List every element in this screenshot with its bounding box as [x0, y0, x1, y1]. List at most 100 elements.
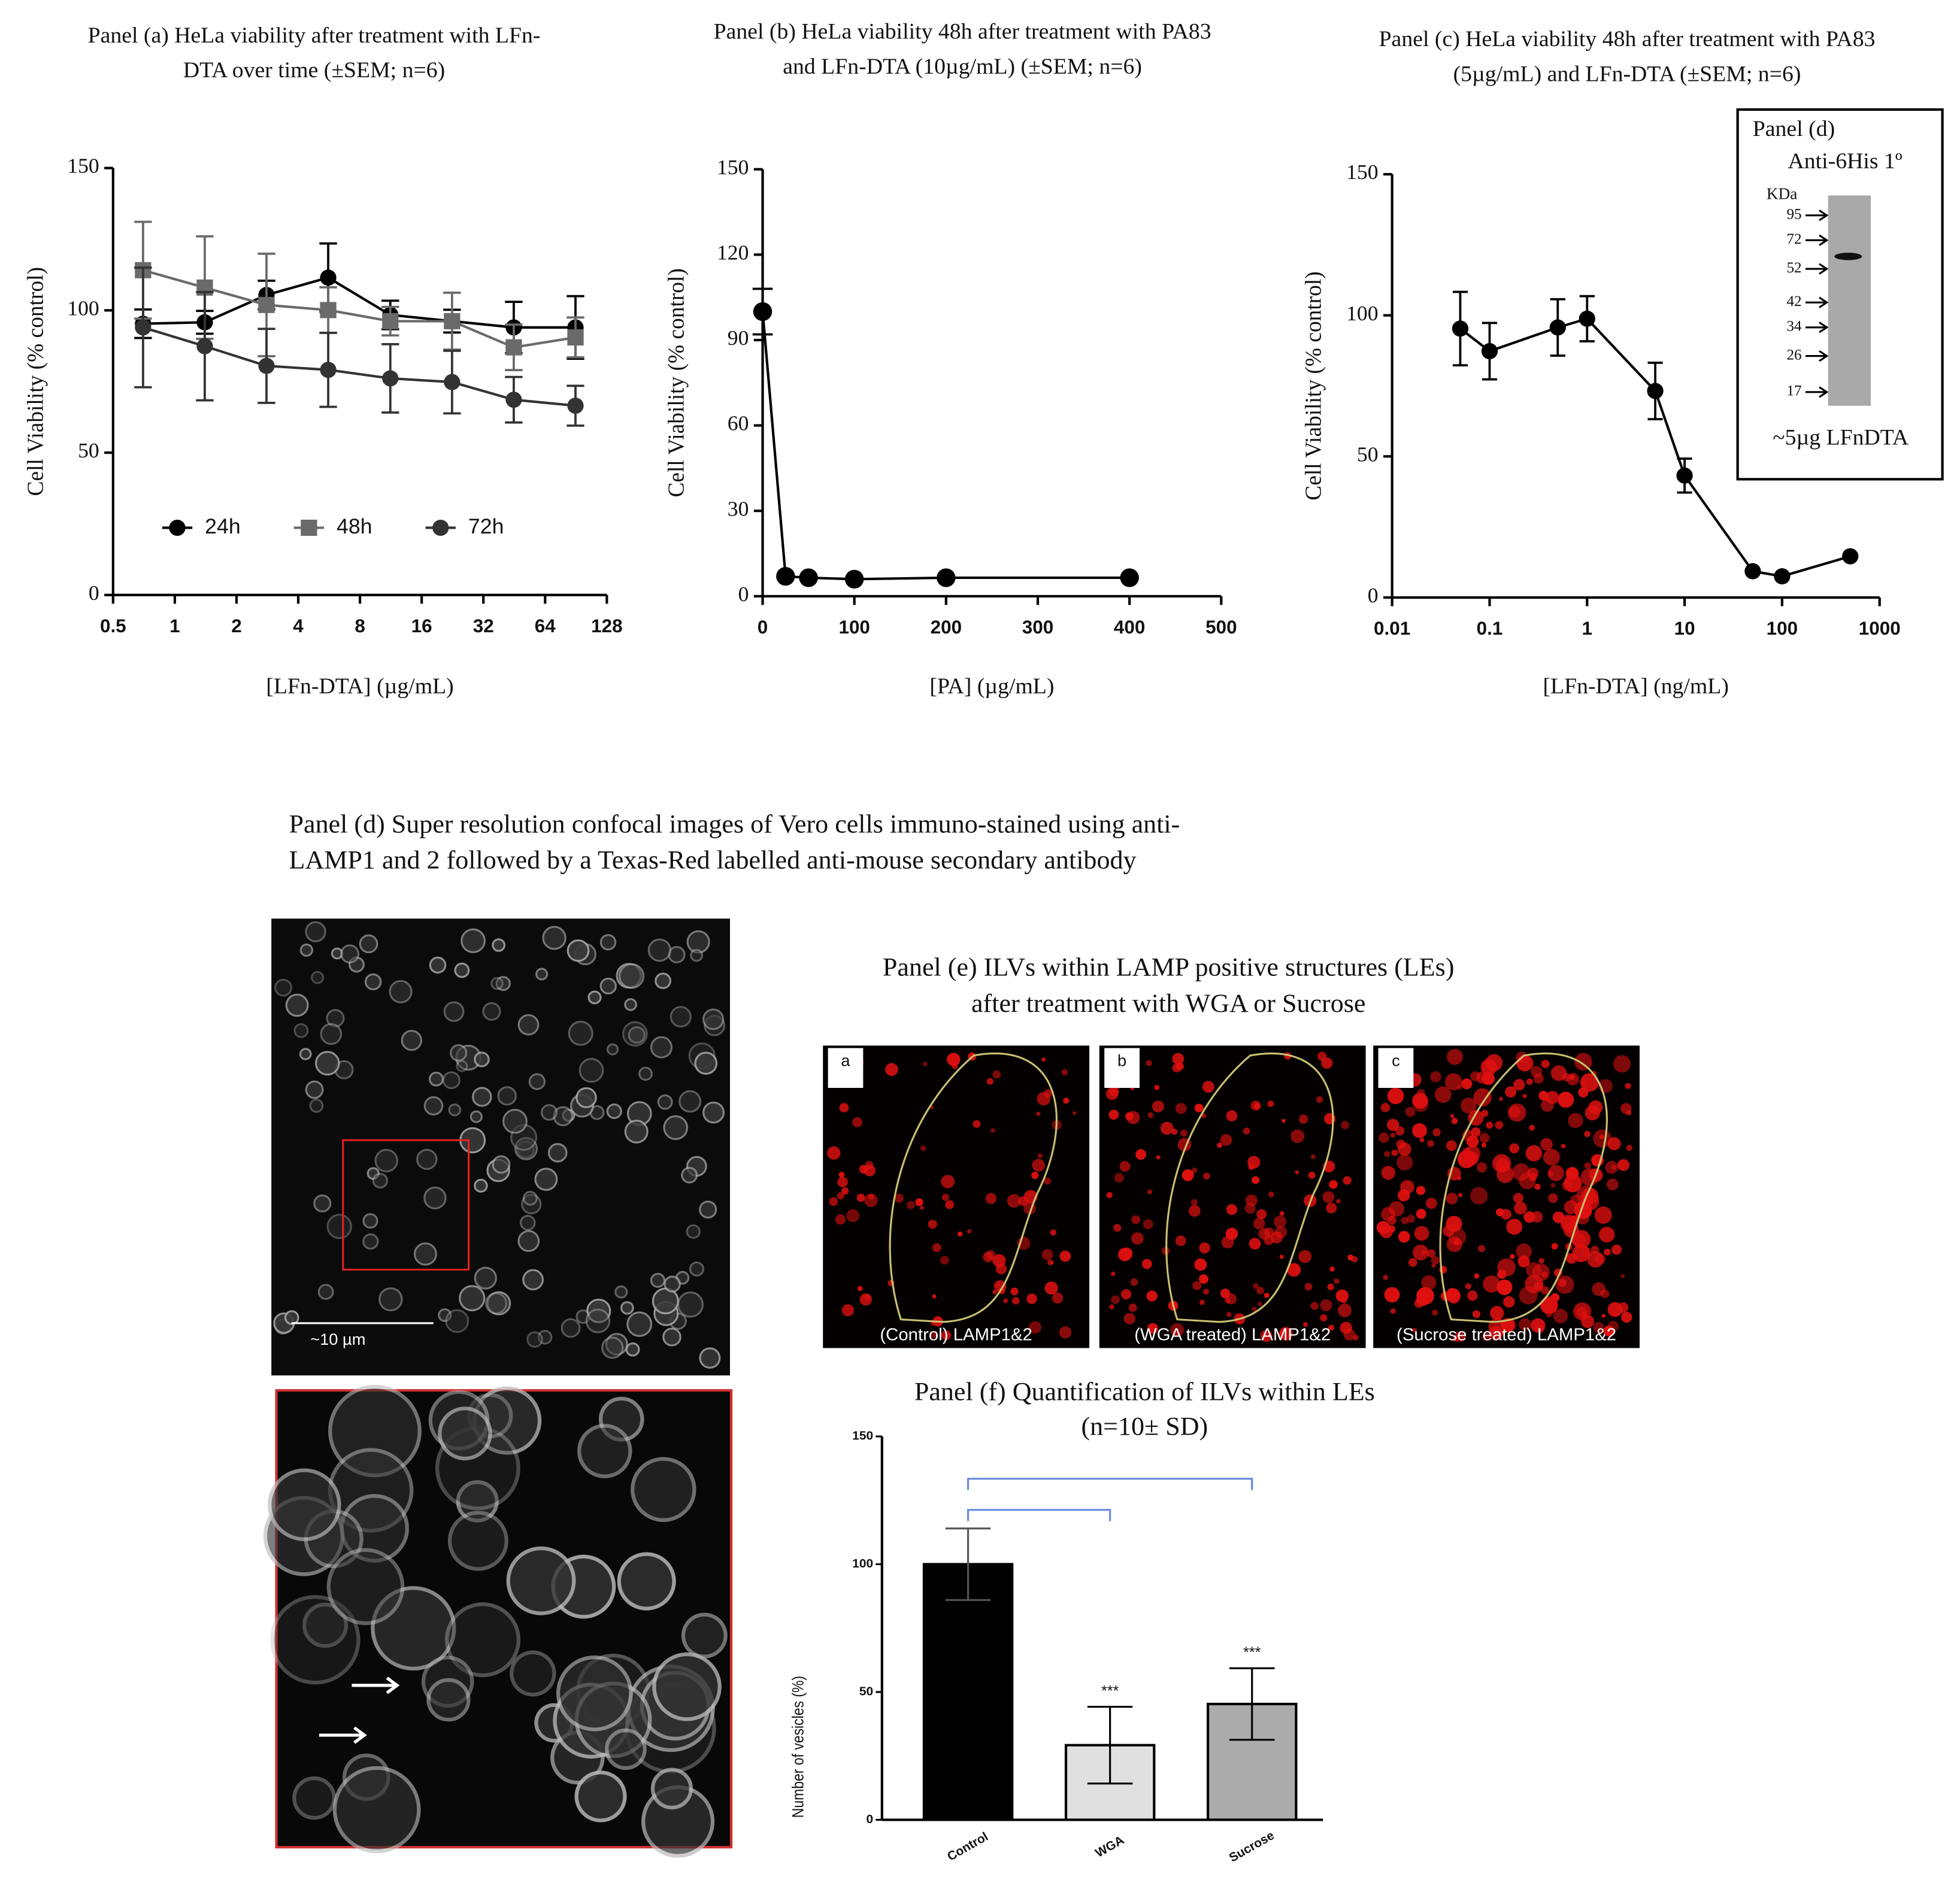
cell-outline — [1165, 1052, 1334, 1323]
lamp-signal — [1298, 1250, 1312, 1263]
point — [1120, 568, 1139, 587]
y-tick-label: 90 — [728, 326, 749, 350]
lamp-signal — [1111, 1295, 1120, 1305]
point — [444, 374, 461, 390]
lamp-signal — [990, 1128, 995, 1133]
vesicle — [490, 977, 504, 990]
lamp-signal — [1525, 1145, 1542, 1162]
y-tick-label: 30 — [728, 496, 749, 520]
chart-title: Panel (f) Quantification of ILVs within … — [914, 1378, 1375, 1406]
lamp-signal — [1226, 1110, 1238, 1121]
y-tick-label: 0 — [738, 582, 749, 606]
lamp-signal — [1414, 1226, 1429, 1241]
x-axis-title: [LFn-DTA] (µg/mL) — [266, 674, 453, 699]
gel-lane — [1828, 195, 1871, 406]
lamp-signal — [1543, 1148, 1560, 1166]
lamp-signal — [1548, 1193, 1558, 1203]
vesicle — [474, 1051, 490, 1068]
lamp-signal — [1308, 1171, 1316, 1179]
lamp-signal — [1028, 1321, 1042, 1334]
lamp-signal — [1059, 1326, 1072, 1339]
lamp-signal — [932, 1294, 937, 1299]
lamp-signal — [1482, 1332, 1491, 1341]
x-tick-label: 16 — [411, 615, 432, 636]
lamp-signal — [1194, 1258, 1207, 1271]
lamp-signal — [835, 1214, 846, 1225]
vesicle — [517, 1230, 540, 1252]
lamp-signal — [1470, 1187, 1488, 1205]
vesicle — [299, 943, 314, 957]
vesicle — [311, 971, 325, 984]
y-tick-label: 50 — [1357, 442, 1379, 466]
lamp-signal — [1497, 1258, 1516, 1277]
y-tick-label: 60 — [728, 411, 749, 435]
vesicle — [686, 1224, 701, 1239]
y-axis-title: Number of vesicles (%) — [789, 1676, 807, 1818]
vesicle — [492, 938, 506, 952]
vesicle — [601, 1336, 624, 1359]
blot-unit: KDa — [1767, 185, 1797, 203]
point — [320, 269, 337, 286]
lamp-signal — [1041, 1057, 1046, 1062]
lamp-signal — [841, 1304, 855, 1317]
legend-marker — [432, 519, 449, 536]
marker-arrow — [1805, 386, 1829, 398]
vesicle — [606, 1103, 622, 1119]
marker-arrow — [1805, 322, 1829, 333]
lamp-signal — [1338, 1303, 1352, 1317]
lamp-signal — [1044, 1281, 1058, 1295]
lamp-signal — [1282, 1118, 1286, 1123]
lamp-signal — [856, 1193, 865, 1202]
vesicle — [650, 1767, 693, 1810]
lamp-signal — [1154, 1084, 1160, 1090]
letter-box — [1378, 1048, 1414, 1088]
lamp-signal — [1253, 1218, 1265, 1230]
lamp-signal — [1244, 1203, 1256, 1214]
x-tick-label: 2 — [231, 615, 242, 636]
lamp-signal — [1310, 1154, 1316, 1159]
x-tick-label: 100 — [838, 617, 870, 638]
x-axis-title: [PA] (µg/mL) — [929, 674, 1054, 699]
lamp-signal — [1298, 1114, 1308, 1124]
lamp-signal — [1562, 1073, 1568, 1079]
vesicle — [305, 1080, 324, 1099]
lamp-signal — [1489, 1326, 1504, 1341]
marker-arrow — [1805, 234, 1829, 246]
vesicle — [302, 1602, 349, 1648]
lamp-signal — [1114, 1173, 1124, 1183]
lamp-signal — [1580, 1073, 1599, 1092]
y-tick-label: 0 — [1368, 583, 1379, 607]
cell-outline — [889, 1052, 1058, 1323]
vesicle — [416, 1148, 438, 1170]
lamp-signal — [1320, 1299, 1332, 1312]
series-line — [143, 269, 576, 349]
lamp-signal — [1256, 1209, 1267, 1220]
vesicle — [474, 1178, 488, 1193]
lamp-signal — [1485, 1054, 1503, 1072]
lamp-signal — [1105, 1087, 1119, 1100]
lamp-signal — [920, 1206, 924, 1210]
lamp-signal — [1430, 1071, 1441, 1083]
lamp-signal — [1534, 1183, 1541, 1190]
lamp-signal — [1446, 1140, 1457, 1151]
vesicle — [519, 1215, 536, 1231]
lamp-signal — [1522, 1094, 1527, 1099]
lamp-signal — [1481, 1109, 1489, 1117]
lamp-signal — [1574, 1053, 1592, 1071]
lamp-signal — [1555, 1275, 1574, 1294]
vesicle — [534, 1168, 558, 1191]
chart-title: Panel (c) HeLa viability 48h after treat… — [1379, 27, 1876, 51]
marker-label: 34 — [1786, 319, 1802, 335]
lamp-signal — [1335, 1289, 1349, 1302]
lamp-signal — [1625, 1083, 1631, 1089]
lamp-signal — [1187, 1171, 1192, 1176]
lamp-signal — [1434, 1086, 1452, 1103]
gel-band — [1834, 253, 1862, 260]
lamp-signal — [1495, 1121, 1504, 1129]
lamp-signal — [1529, 1173, 1537, 1181]
lamp-signal — [1587, 1251, 1604, 1268]
vesicle — [413, 1242, 437, 1266]
vesicle — [574, 1770, 627, 1823]
lamp-signal — [1526, 1078, 1533, 1085]
lamp-signal — [1052, 1292, 1064, 1304]
